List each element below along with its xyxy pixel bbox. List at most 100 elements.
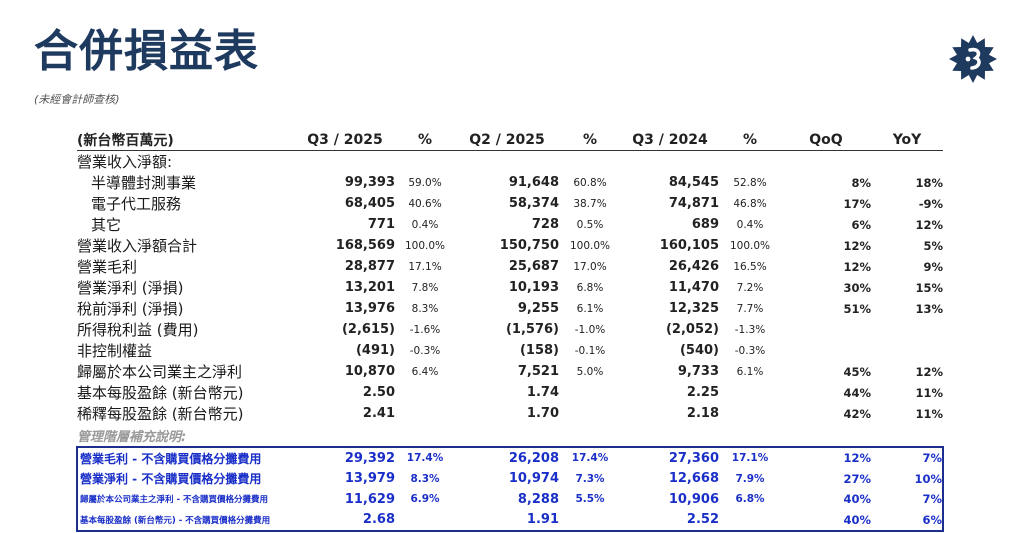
q2-2025-pct: 6.8% [576, 281, 604, 294]
table-row: 歸屬於本公司業主之淨利 10,870 6.4% 7,521 5.0% 9,733 6.1% 4… [77, 361, 943, 382]
q2-2025-pct: 0.5% [576, 218, 604, 231]
row-label: 歸屬於本公司業主之淨利 [77, 363, 243, 381]
q3-2025-pct: 8.3% [410, 472, 440, 485]
supplement-row: 營業毛利 - 不含購買價格分攤費用 29,392 17.4% 26,208 17.4% 2… [76, 446, 944, 469]
q2-2025-pct: 5.0% [576, 365, 604, 378]
row-label: 電子代工服務 [91, 195, 182, 213]
q3-2025-pct: 100.0% [404, 239, 446, 252]
q3-2024-value: (2,052) [665, 322, 719, 337]
qoq-change: 51% [843, 301, 871, 316]
table-row: 基本每股盈餘 (新台幣元) 2.50 1.74 2.25 44% 11% [77, 382, 943, 403]
q3-2024-pct: 100.0% [729, 239, 771, 252]
q2-2025-pct [559, 151, 621, 173]
q3-2024-pct [719, 151, 781, 173]
row-label: 其它 [91, 216, 122, 234]
q3-2025-value: 2.50 [362, 385, 395, 400]
yoy-change: 15% [915, 280, 943, 295]
q3-2024-pct: -1.3% [734, 323, 766, 336]
column-header: (新台幣百萬元) [77, 129, 295, 151]
header-row: (新台幣百萬元) Q3 / 2025% Q2 / 2025% Q3 / 2024% Qo… [77, 129, 943, 151]
q3-2025-pct [395, 509, 455, 532]
q3-2024-value: 689 [691, 217, 719, 232]
qoq-change: 42% [843, 406, 871, 421]
q3-2025-value: 29,392 [295, 446, 395, 469]
row-label: 基本每股盈餘 (新台幣元) [77, 384, 244, 402]
yoy-change: 7% [871, 446, 944, 469]
qoq-change: 17% [843, 196, 871, 211]
supplement-heading-row: 管理階層補充說明: [77, 424, 943, 447]
q3-2024-value: 27,360 [621, 446, 719, 469]
qoq-change [781, 151, 871, 173]
supplement-row: 營業淨利 - 不含購買價格分攤費用 13,979 8.3% 10,974 7.3% 12,… [76, 468, 944, 489]
yoy-change: 5% [923, 238, 943, 253]
q3-2025-pct: 17.4% [395, 446, 455, 469]
q3-2025-value: 13,976 [344, 301, 395, 316]
table-row: 非控制權益 (491) -0.3% (158) -0.1% (540) -0.3% [77, 340, 943, 361]
q3-2024-value: 12,325 [668, 301, 719, 316]
q2-2025-value: 8,288 [517, 491, 559, 507]
qoq-change: 44% [843, 385, 871, 400]
q3-2025-value: 2.41 [362, 406, 395, 421]
column-header: Q2 / 2025 [455, 129, 559, 151]
q3-2025-value: 99,393 [344, 175, 395, 190]
q3-2024-pct: 16.5% [733, 260, 767, 273]
q2-2025-value: (1,576) [505, 322, 559, 337]
yoy-change [871, 151, 943, 173]
q3-2024-value: 26,426 [668, 259, 719, 274]
qoq-change: 12% [781, 446, 871, 469]
row-label: 營業收入淨額合計 [77, 237, 198, 255]
q3-2024-pct: 7.9% [735, 472, 765, 485]
yoy-change: 18% [915, 175, 943, 190]
column-header: Q3 / 2024 [621, 129, 719, 151]
page-subtitle: (未經會計師查核) [34, 93, 120, 106]
row-label: 稀釋每股盈餘 (新台幣元) [77, 405, 244, 423]
q3-2025-value: 771 [367, 217, 395, 232]
q3-2025-value: (2,615) [341, 322, 395, 337]
yoy-change: -9% [918, 196, 943, 211]
q2-2025-pct: 100.0% [569, 239, 611, 252]
q3-2024-pct: 52.8% [733, 176, 767, 189]
qoq-change: 40% [781, 509, 871, 532]
q3-2025-value: (491) [355, 343, 395, 358]
q3-2024-value: 11,470 [668, 280, 719, 295]
q3-2024-pct: 17.1% [719, 446, 781, 469]
table-row: 其它 771 0.4% 728 0.5% 689 0.4% 6% 12% [77, 214, 943, 235]
q2-2025-value: 91,648 [508, 175, 559, 190]
q3-2025-value: 13,201 [344, 280, 395, 295]
yoy-change: 13% [915, 301, 943, 316]
yoy-change: 11% [915, 385, 943, 400]
supplement-heading: 管理階層補充說明: [77, 429, 187, 445]
yoy-change [871, 340, 943, 361]
yoy-change: 12% [915, 217, 943, 232]
yoy-change [871, 319, 943, 340]
q3-2025-pct [395, 403, 455, 424]
supplement-row: 基本每股盈餘 (新台幣元) - 不含購買價格分攤費用 2.68 1.91 2.52 40… [76, 509, 944, 532]
q2-2025-value: 25,687 [508, 259, 559, 274]
qoq-change [781, 319, 871, 340]
qoq-change: 45% [843, 364, 871, 379]
q3-2024-value: 160,105 [659, 238, 719, 253]
q2-2025-value: (158) [519, 343, 559, 358]
supplement-label: 營業毛利 - 不含購買價格分攤費用 [76, 446, 295, 469]
table-row: 半導體封測事業 99,393 59.0% 91,648 60.8% 84,545 52.8%… [77, 172, 943, 193]
q3-2025-pct: 8.3% [411, 302, 439, 315]
table-row: 稅前淨利 (淨損) 13,976 8.3% 9,255 6.1% 12,325 7.7% 51… [77, 298, 943, 319]
q2-2025-value: 10,193 [508, 280, 559, 295]
table-row: 稀釋每股盈餘 (新台幣元) 2.41 1.70 2.18 42% 11% [77, 403, 943, 424]
row-label: 所得稅利益 (費用) [77, 321, 199, 339]
q3-2024-pct [719, 382, 781, 403]
q2-2025-pct: 38.7% [573, 197, 607, 210]
page-title: 合併損益表 [34, 26, 259, 77]
supplement-label: 歸屬於本公司業主之淨利 - 不含購買價格分攤費用 [76, 489, 295, 510]
q3-2025-pct: 6.4% [411, 365, 439, 378]
row-label: 半導體封測事業 [91, 174, 197, 192]
qoq-change: 27% [843, 471, 871, 486]
q2-2025-pct: -0.1% [574, 344, 606, 357]
row-label: 營業淨利 (淨損) [77, 279, 184, 297]
qoq-change: 8% [851, 175, 871, 190]
q3-2025-value: 168,569 [335, 238, 395, 253]
table-row: 營業淨利 (淨損) 13,201 7.8% 10,193 6.8% 11,470 7.2% 3… [77, 277, 943, 298]
q2-2025-value: 150,750 [499, 238, 559, 253]
table-row: 電子代工服務 68,405 40.6% 58,374 38.7% 74,871 46.8% 1… [77, 193, 943, 214]
q3-2025-value [295, 151, 395, 173]
